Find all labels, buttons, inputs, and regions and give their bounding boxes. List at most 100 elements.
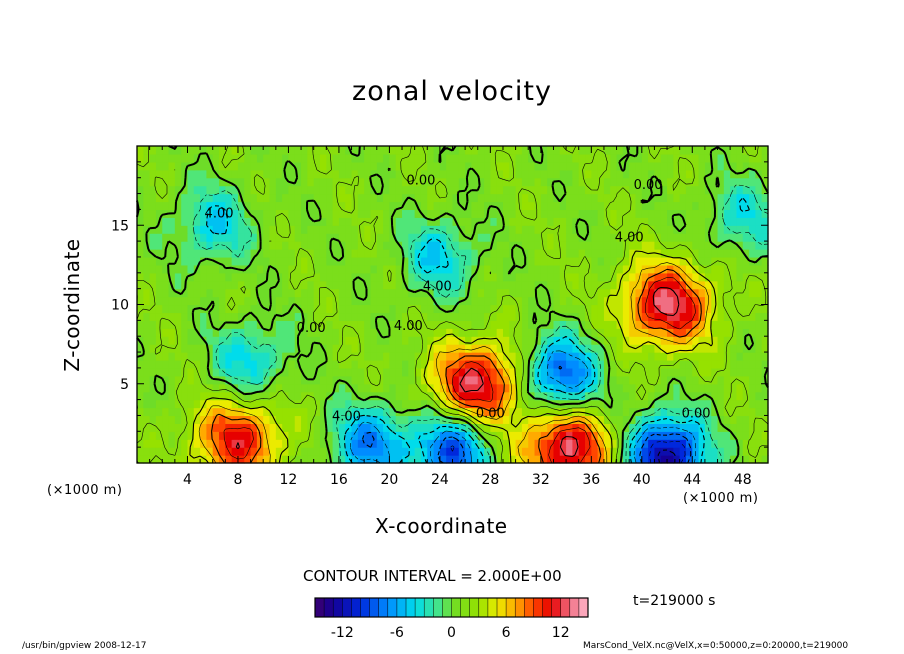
heatmap-cell xyxy=(143,177,151,187)
heatmap-cell xyxy=(402,264,409,274)
heatmap-cell xyxy=(351,391,359,401)
heatmap-cell xyxy=(364,391,372,401)
heatmap-cell xyxy=(219,391,226,401)
heatmap-cell xyxy=(313,304,321,314)
heatmap-cell xyxy=(231,288,239,298)
heatmap-cell xyxy=(288,209,296,218)
heatmap-cell xyxy=(250,336,258,345)
heatmap-cell xyxy=(698,304,706,314)
heatmap-cell xyxy=(572,169,580,179)
heatmap-cell xyxy=(540,256,548,266)
heatmap-cell xyxy=(439,264,447,274)
heatmap-cell xyxy=(427,328,435,337)
heatmap-cell xyxy=(307,352,315,361)
heatmap-cell xyxy=(408,233,416,242)
heatmap-cell xyxy=(338,201,346,211)
heatmap-cell xyxy=(755,193,763,203)
heatmap-cell xyxy=(648,304,656,314)
heatmap-cell xyxy=(566,193,573,203)
heatmap-cell xyxy=(641,201,649,211)
heatmap-cell xyxy=(338,177,346,187)
heatmap-cell xyxy=(629,280,637,290)
heatmap-cell xyxy=(332,169,340,179)
heatmap-cell xyxy=(168,193,176,203)
heatmap-cell xyxy=(515,352,523,361)
colorbar-frame xyxy=(314,597,589,618)
heatmap-cell xyxy=(717,161,725,171)
heatmap-cell xyxy=(572,256,580,266)
heatmap-cell xyxy=(414,312,422,321)
heatmap-cell xyxy=(237,153,245,163)
heatmap-cell xyxy=(540,304,548,314)
chart-title: zonal velocity xyxy=(352,76,552,107)
heatmap-cell xyxy=(540,225,548,234)
heatmap-cell xyxy=(319,383,327,393)
heatmap-cell xyxy=(755,312,763,321)
heatmap-cell xyxy=(357,146,365,155)
heatmap-cell xyxy=(269,399,277,409)
heatmap-cell xyxy=(187,336,195,345)
heatmap-cell xyxy=(256,415,264,424)
heatmap-cell xyxy=(414,415,422,424)
heatmap-cell xyxy=(389,423,397,432)
heatmap-cell xyxy=(528,280,536,290)
heatmap-cell xyxy=(585,431,592,440)
heatmap-cell xyxy=(622,249,630,258)
heatmap-cell xyxy=(635,352,643,361)
heatmap-cell xyxy=(439,423,447,432)
heatmap-cell xyxy=(332,383,340,393)
heatmap-cell xyxy=(294,217,302,226)
heatmap-cell xyxy=(547,288,555,298)
heatmap-cell xyxy=(654,185,662,195)
heatmap-cell xyxy=(629,383,637,393)
heatmap-cell xyxy=(250,296,258,306)
heatmap-cell xyxy=(603,146,611,155)
heatmap-cell xyxy=(704,447,712,456)
heatmap-cell xyxy=(225,455,233,464)
heatmap-cell xyxy=(395,375,403,385)
heatmap-cell xyxy=(269,352,277,361)
heatmap-cell xyxy=(433,312,441,321)
heatmap-cell xyxy=(231,423,239,432)
heatmap-cell xyxy=(698,296,706,306)
heatmap-cell xyxy=(597,153,605,163)
heatmap-cell xyxy=(187,344,195,353)
heatmap-cell xyxy=(635,201,643,211)
heatmap-cell xyxy=(200,169,208,179)
heatmap-cell xyxy=(225,233,233,242)
heatmap-cell xyxy=(616,383,624,393)
heatmap-cell xyxy=(723,264,731,274)
heatmap-cell xyxy=(553,185,561,195)
heatmap-cell xyxy=(465,328,473,337)
heatmap-cell xyxy=(572,146,580,155)
heatmap-cell xyxy=(572,249,580,258)
heatmap-cell xyxy=(547,359,555,369)
heatmap-cell xyxy=(332,193,340,203)
heatmap-cell xyxy=(250,375,258,385)
heatmap-cell xyxy=(660,249,668,258)
heatmap-cell xyxy=(597,399,605,409)
heatmap-cell xyxy=(761,312,769,321)
heatmap-cell xyxy=(572,312,580,321)
heatmap-cell xyxy=(515,225,523,234)
heatmap-cell xyxy=(578,407,586,417)
x-axis-unit-left: (×1000 m) xyxy=(47,483,123,498)
heatmap-cell xyxy=(174,233,182,242)
heatmap-cell xyxy=(477,146,485,155)
heatmap-cell xyxy=(351,359,359,369)
heatmap-cell xyxy=(351,455,359,464)
heatmap-cell xyxy=(730,447,738,456)
heatmap-cell xyxy=(219,439,226,448)
heatmap-cell xyxy=(313,169,321,179)
heatmap-cell xyxy=(250,431,258,440)
heatmap-cell xyxy=(181,312,189,321)
heatmap-cell xyxy=(275,383,283,393)
heatmap-cell xyxy=(244,241,252,250)
heatmap-cell xyxy=(515,336,523,345)
heatmap-cell xyxy=(237,423,245,432)
heatmap-cell xyxy=(383,225,390,234)
heatmap-cell xyxy=(168,407,176,417)
heatmap-cell xyxy=(338,225,346,234)
heatmap-cell xyxy=(540,209,548,218)
heatmap-cell xyxy=(553,455,561,464)
